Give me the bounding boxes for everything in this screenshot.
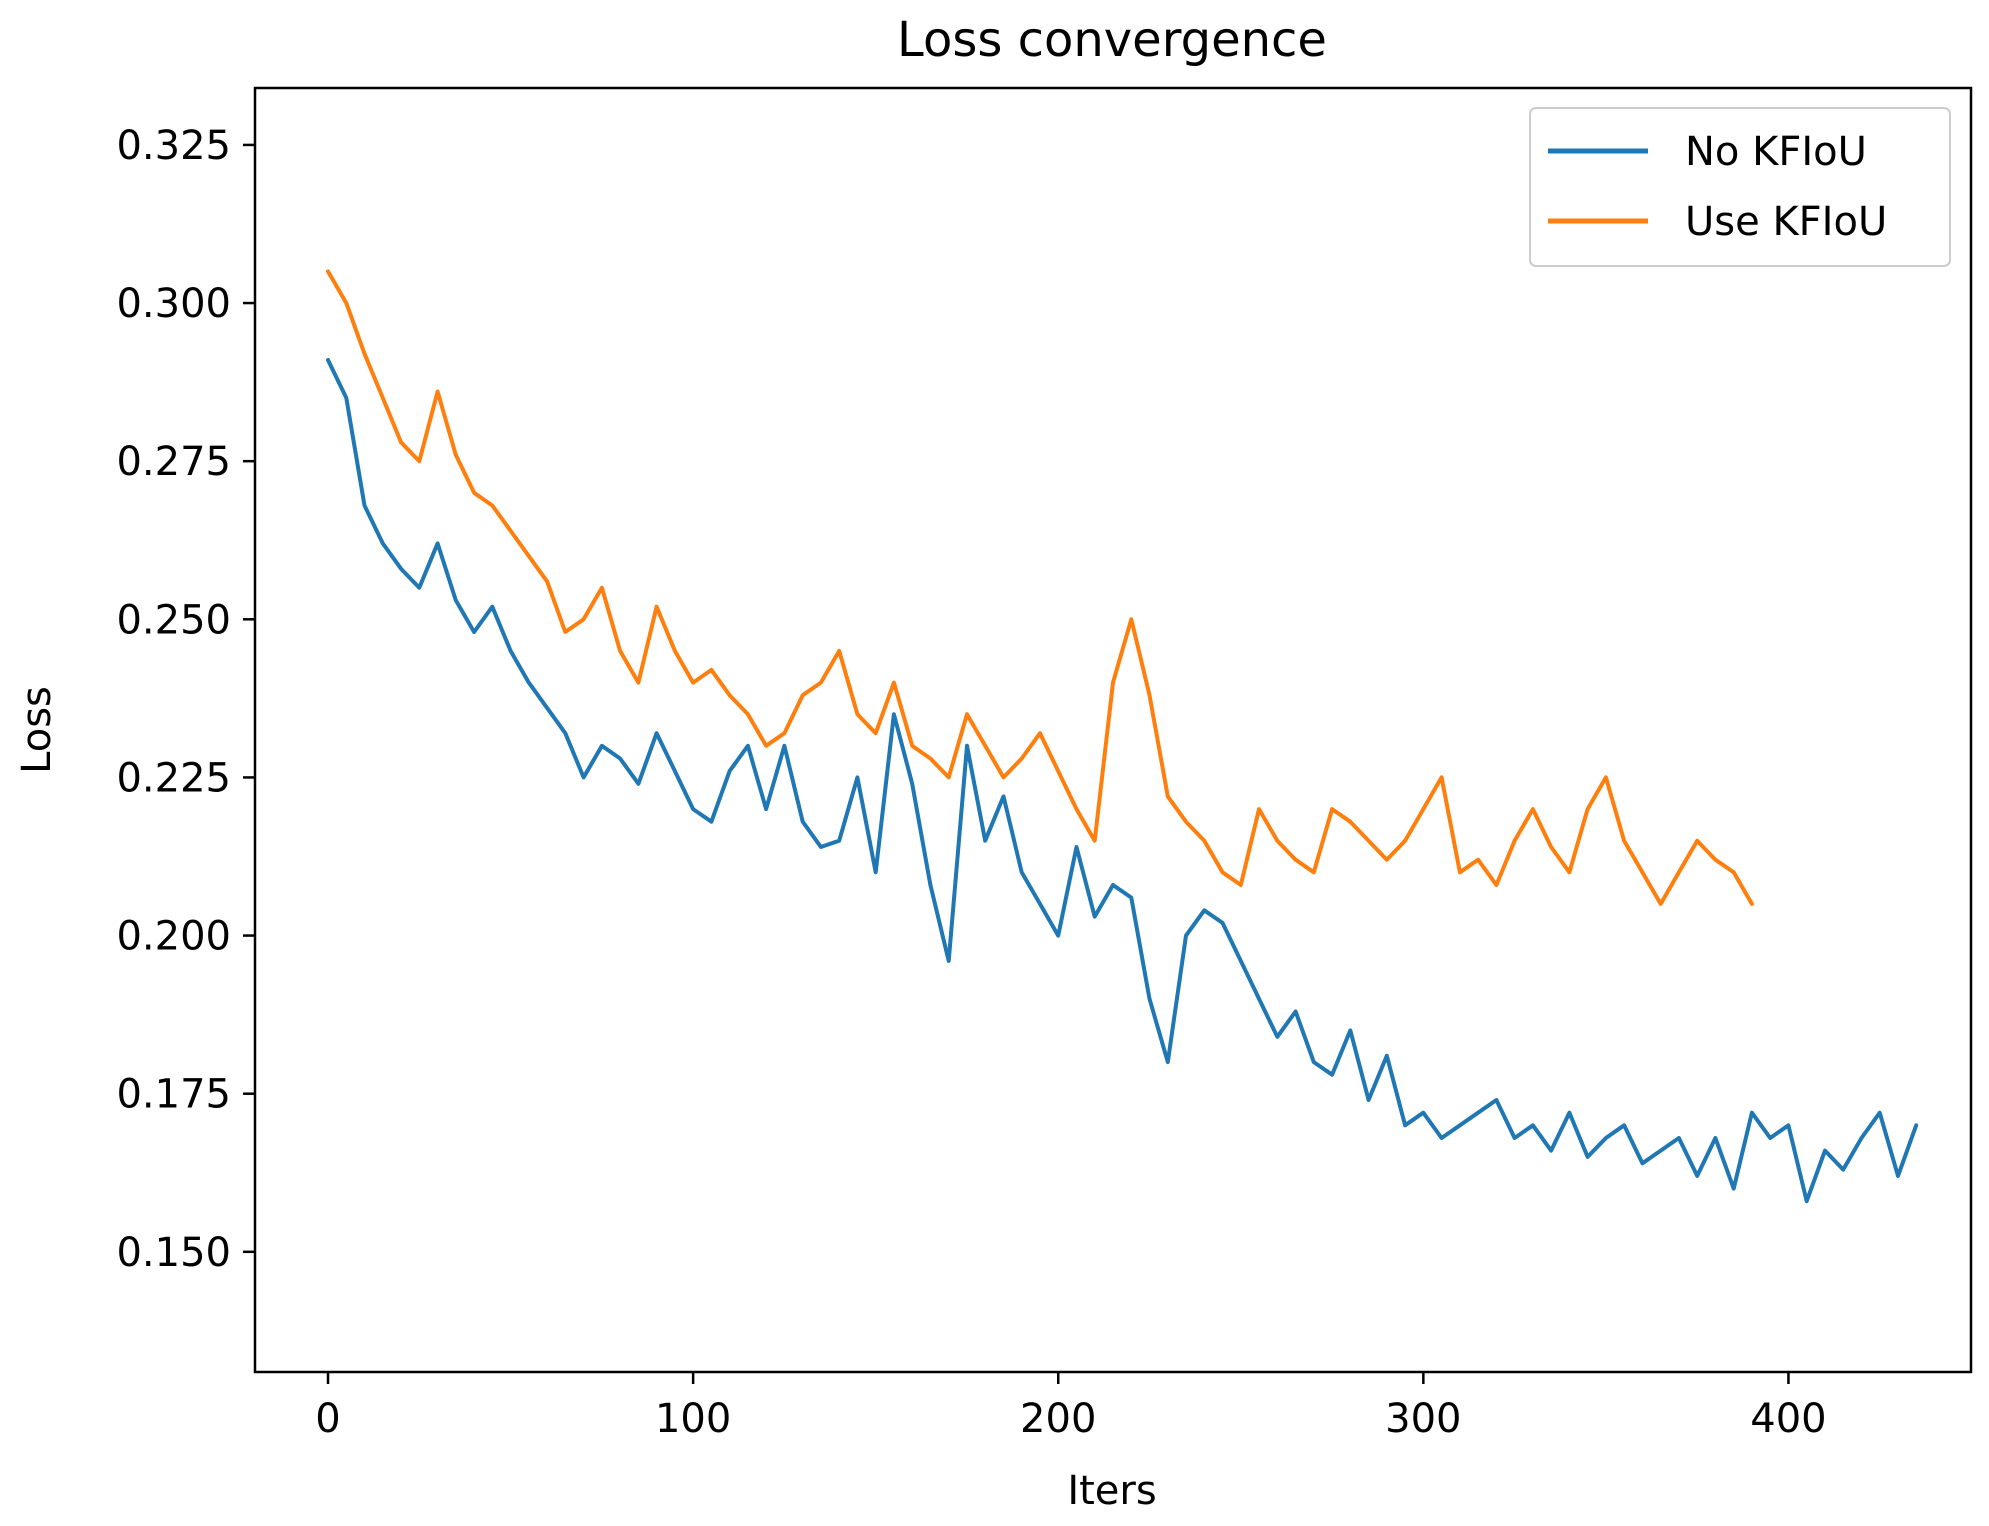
y-tick-label: 0.275 [116, 439, 231, 485]
series-layer [326, 269, 1919, 1204]
x-tick-label: 400 [1750, 1396, 1826, 1442]
y-tick-label: 0.225 [116, 755, 231, 801]
legend: No KFIoU Use KFIoU [1529, 107, 1951, 267]
plot-frame [253, 86, 1973, 1374]
plot-area [253, 86, 1973, 1374]
y-tick-label: 0.200 [116, 914, 231, 960]
y-tick-label: 0.325 [116, 123, 231, 169]
legend-label-no-kfiou: No KFIoU [1685, 129, 1867, 175]
x-axis: 0 100 200 300 400 [315, 1372, 1827, 1442]
y-tick-label: 0.175 [116, 1072, 231, 1118]
y-tick-label: 0.300 [116, 281, 231, 327]
y-axis: 0.150 0.175 0.200 0.225 0.250 0.275 0.300 0.325 [116, 123, 255, 1276]
chart-title: Loss convergence [897, 12, 1327, 68]
x-tick-label: 200 [1020, 1396, 1096, 1442]
x-tick-label: 300 [1385, 1396, 1461, 1442]
y-tick-label: 0.250 [116, 597, 231, 643]
x-tick-label: 100 [655, 1396, 731, 1442]
series-line-use-kfiou [326, 269, 1754, 906]
series-line-no-kfiou [326, 358, 1919, 1204]
legend-box [1529, 107, 1951, 267]
x-tick-label: 0 [315, 1396, 340, 1442]
y-axis-label: Loss [14, 686, 60, 774]
legend-label-use-kfiou: Use KFIoU [1685, 199, 1887, 245]
y-tick-label: 0.150 [116, 1230, 231, 1276]
x-axis-label: Iters [1067, 1468, 1156, 1514]
